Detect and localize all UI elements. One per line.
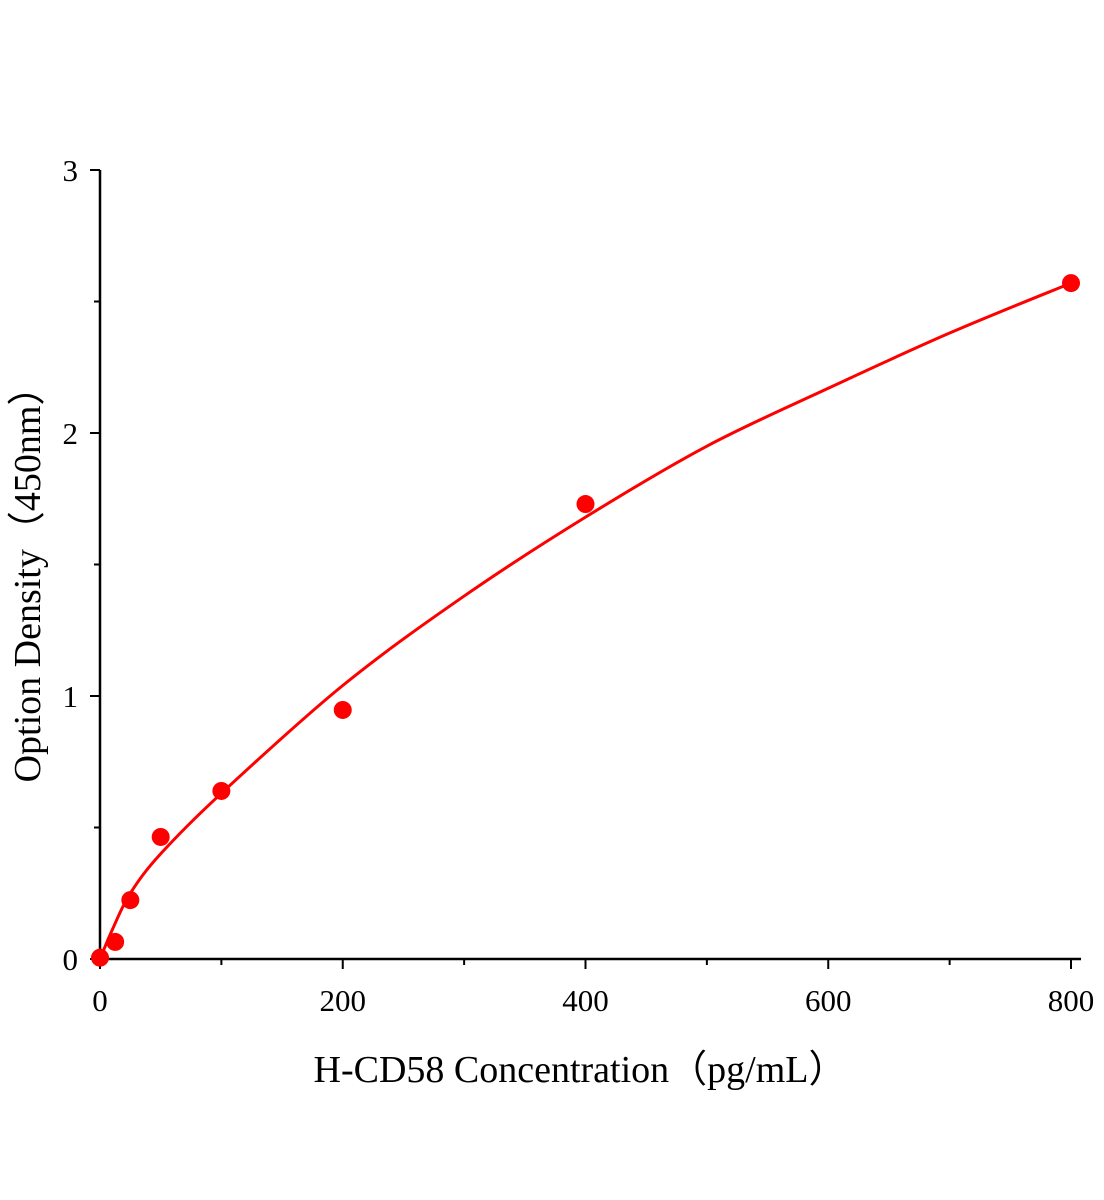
x-tick-label: 200	[320, 983, 367, 1018]
x-tick-label: 400	[562, 983, 609, 1018]
data-point	[212, 781, 231, 800]
data-point	[1062, 274, 1080, 293]
x-tick-label: 0	[92, 983, 108, 1018]
data-points-layer	[91, 274, 1080, 967]
data-point	[106, 932, 125, 951]
y-tick-label: 2	[63, 416, 79, 451]
x-axis-title: H-CD58 Concentration（pg/mL）	[314, 1049, 847, 1091]
y-axis-title: Option Density（450nm）	[7, 368, 49, 783]
y-tick-label: 0	[63, 942, 79, 977]
y-tick-label: 1	[63, 679, 79, 714]
x-tick-label: 800	[1048, 983, 1095, 1018]
fit-curve	[98, 281, 1072, 960]
data-point	[121, 891, 140, 910]
axes: 0 200 400 600 800 0 1 2 3	[63, 153, 1095, 1018]
data-point	[151, 827, 170, 846]
data-point	[576, 495, 595, 514]
x-tick-label: 600	[805, 983, 852, 1018]
data-point	[333, 700, 352, 719]
fit-curve-layer	[98, 281, 1072, 960]
data-point	[91, 948, 109, 967]
y-tick-label: 3	[63, 153, 79, 188]
